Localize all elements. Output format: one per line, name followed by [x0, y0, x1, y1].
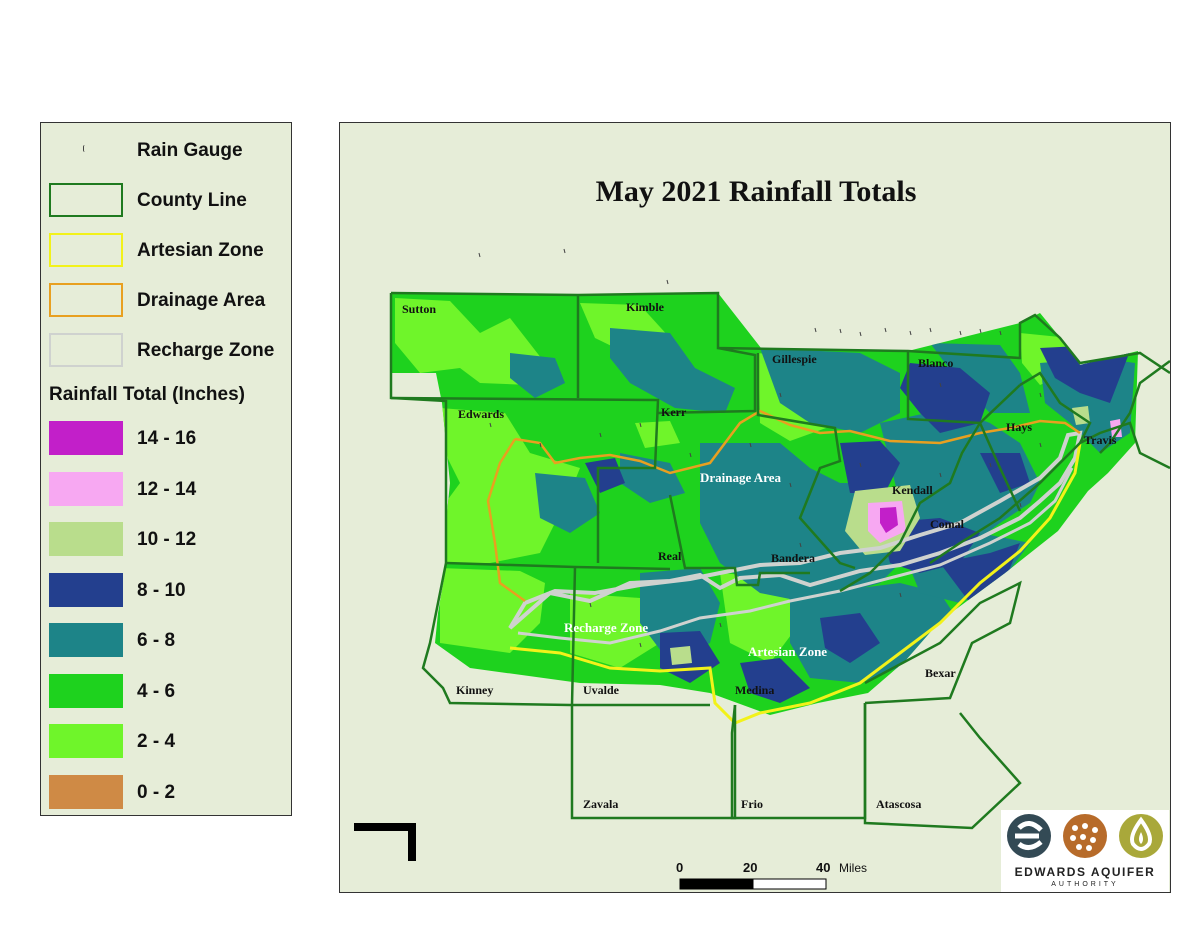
class-label: 14 - 16: [137, 428, 197, 449]
map-canvas: Sutton Kimble Gillespie Blanco Edwards K…: [354, 248, 1170, 890]
recharge-zone-swatch: [49, 333, 123, 367]
legend-item-county-line: County Line: [41, 181, 291, 221]
class-label: 2 - 4: [137, 731, 176, 752]
class-label: 6 - 8: [137, 630, 176, 651]
scale-unit: Miles: [839, 861, 867, 875]
legend-class-10-12: 10 - 12: [41, 520, 291, 560]
zone-label-artesian: Artesian Zone: [748, 644, 827, 659]
county-label-edwards: Edwards: [458, 407, 504, 421]
zone-label-drainage: Drainage Area: [700, 470, 781, 485]
county-line-swatch: [49, 183, 123, 217]
class-swatch: [49, 522, 123, 556]
county-label-zavala: Zavala: [583, 797, 618, 811]
county-label-frio: Frio: [741, 797, 763, 811]
legend-label: County Line: [137, 190, 247, 211]
county-label-bandera: Bandera: [771, 551, 815, 565]
county-label-travis: Travis: [1084, 433, 1117, 447]
county-label-kinney: Kinney: [456, 683, 493, 697]
legend-label: Drainage Area: [137, 290, 266, 311]
scale-bar-segment-white: [752, 878, 827, 890]
north-arrow-icon: [354, 823, 416, 861]
rainfall-10-12-patch: [670, 646, 692, 665]
county-label-kendall: Kendall: [892, 483, 933, 497]
rainfall-14-16-patch: [880, 507, 898, 533]
legend-item-artesian-zone: Artesian Zone: [41, 231, 291, 271]
rainfall-raster: [391, 293, 1138, 715]
legend-class-8-10: 8 - 10: [41, 571, 291, 611]
legend-label: Recharge Zone: [137, 340, 275, 361]
legend-label: Rain Gauge: [137, 140, 243, 161]
logo-subtitle: AUTHORITY: [1051, 881, 1119, 888]
scale-bar: [679, 878, 827, 890]
class-swatch: [49, 775, 123, 809]
county-label-sutton: Sutton: [402, 302, 436, 316]
map-title: May 2021 Rainfall Totals: [595, 175, 917, 208]
county-label-kerr: Kerr: [661, 405, 687, 419]
legend-class-0-2: 0 - 2: [41, 773, 291, 813]
class-label: 10 - 12: [137, 529, 197, 550]
legend-label: Artesian Zone: [137, 240, 264, 261]
class-swatch: [49, 573, 123, 607]
scale-bar-segment-black: [679, 878, 754, 890]
class-label: 0 - 2: [137, 782, 176, 803]
scale-labels: 0 20 40 Miles: [676, 860, 867, 875]
county-label-real: Real: [658, 549, 682, 563]
class-label: 12 - 14: [137, 479, 197, 500]
class-swatch: [49, 674, 123, 708]
legend-item-rain-gauge: Rain Gauge: [41, 131, 291, 171]
legend-class-12-14: 12 - 14: [41, 470, 291, 510]
logo-mark-icon: [1007, 814, 1163, 858]
map-legend: Rain Gauge County Line Artesian Zone Dra…: [40, 122, 292, 816]
zone-label-recharge: Recharge Zone: [564, 620, 648, 635]
legend-item-recharge-zone: Recharge Zone: [41, 331, 291, 371]
recharge-zone-inner-boundary: [517, 467, 1074, 645]
artesian-zone-boundary: [509, 442, 1082, 725]
legend-class-2-4: 2 - 4: [41, 722, 291, 762]
county-label-comal: Comal: [930, 517, 965, 531]
rain-gauge-icon: [83, 145, 87, 152]
county-label-gillespie: Gillespie: [772, 352, 817, 366]
county-label-bexar: Bexar: [925, 666, 956, 680]
artesian-zone-swatch: [49, 233, 123, 267]
county-label-medina: Medina: [735, 683, 774, 697]
scale-tick-40: 40: [816, 860, 830, 875]
class-swatch: [49, 421, 123, 455]
legend-item-drainage-area: Drainage Area: [41, 281, 291, 321]
edwards-aquifer-logo: EDWARDS AQUIFER AUTHORITY: [1001, 810, 1169, 892]
class-label: 4 - 6: [137, 681, 176, 702]
scale-tick-0: 0: [676, 860, 683, 875]
map-panel: Sutton Kimble Gillespie Blanco Edwards K…: [339, 122, 1171, 893]
scale-tick-20: 20: [743, 860, 757, 875]
drainage-area-swatch: [49, 283, 123, 317]
legend-class-14-16: 14 - 16: [41, 419, 291, 459]
legend-class-6-8: 6 - 8: [41, 621, 291, 661]
class-label: 8 - 10: [137, 580, 186, 601]
legend-class-4-6: 4 - 6: [41, 672, 291, 712]
rain-gauges: [478, 248, 1042, 648]
logo-name: EDWARDS AQUIFER: [1014, 865, 1156, 879]
county-label-atascosa: Atascosa: [876, 797, 921, 811]
class-swatch: [49, 472, 123, 506]
county-label-blanco: Blanco: [918, 356, 953, 370]
county-lines: [389, 291, 1170, 830]
class-swatch: [49, 724, 123, 758]
class-swatch: [49, 623, 123, 657]
county-label-uvalde: Uvalde: [583, 683, 620, 697]
rainfall-legend-title: Rainfall Total (Inches): [49, 384, 246, 405]
county-label-hays: Hays: [1006, 420, 1032, 434]
county-label-kimble: Kimble: [626, 300, 665, 314]
